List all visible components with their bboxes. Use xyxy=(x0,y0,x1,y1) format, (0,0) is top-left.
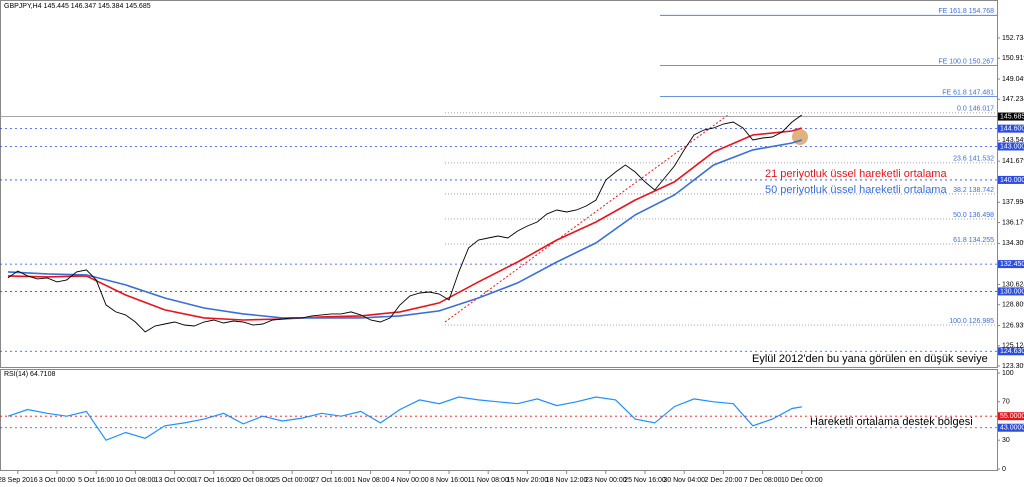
level-label: 55.0000 xyxy=(1000,413,1024,420)
y-tick-label: 149.049 xyxy=(1002,76,1024,83)
x-tick-label: 10 Dec 00:00 xyxy=(781,477,823,484)
level-box xyxy=(998,423,1024,432)
x-tick-label: 13 Oct 00:00 xyxy=(155,477,195,484)
x-tick-label: 4 Nov 00:00 xyxy=(391,477,429,484)
x-tick-label: 20 Oct 08:00 xyxy=(233,477,273,484)
x-tick-label: 1 Nov 08:00 xyxy=(352,477,390,484)
level-box xyxy=(998,124,1024,133)
legend-ema50: 50 periyotluk üssel hareketli ortalama xyxy=(765,184,947,196)
level-box xyxy=(998,112,1024,121)
level-box xyxy=(998,142,1024,151)
level-label: 124.630 xyxy=(1000,348,1024,355)
level-box xyxy=(998,175,1024,184)
y-tick-label: 150.919 xyxy=(1002,55,1024,62)
fibo-label: FE 161.8 154.768 xyxy=(938,8,994,15)
y-tick-label: 130.624 xyxy=(1002,281,1024,288)
header: GBPJPY,H4 145.445 146.347 145.384 145.68… xyxy=(4,3,151,10)
x-tick-label: 15 Nov 20:00 xyxy=(507,477,549,484)
level-label: 140.000 xyxy=(1000,177,1024,184)
trend-line xyxy=(444,114,729,323)
y-tick-label: 134.309 xyxy=(1002,240,1024,247)
y-tick-label: 125.124 xyxy=(1002,343,1024,350)
y-tick-label: 152.734 xyxy=(1002,35,1024,42)
x-tick-label: 25 Oct 00:00 xyxy=(272,477,312,484)
annotation: Eylül 2012'den bu yana görülen en düşük … xyxy=(752,353,988,365)
x-tick-label: 18 Nov 12:00 xyxy=(546,477,588,484)
x-tick-label: 17 Oct 16:00 xyxy=(194,477,234,484)
fibo-label: FE 100.0 150.267 xyxy=(938,58,994,65)
fibo-label: FE 61.8 147.481 xyxy=(942,89,994,96)
legend-ema21: 21 periyotluk üssel hareketli ortalama xyxy=(765,168,947,180)
x-tick-label: 30 Nov 04:00 xyxy=(663,477,705,484)
level-label: 143.000 xyxy=(1000,143,1024,150)
fibo-label: 50.0 136.498 xyxy=(953,212,994,219)
y-tick-label: 100 xyxy=(1002,370,1014,377)
level-box xyxy=(998,412,1024,421)
x-tick-label: 25 Nov 16:00 xyxy=(624,477,666,484)
x-tick-label: 5 Oct 16:00 xyxy=(78,477,114,484)
main-panel xyxy=(0,0,998,368)
x-tick-label: 23 Nov 00:00 xyxy=(585,477,627,484)
level-label: 43.0000 xyxy=(1000,425,1024,432)
level-box xyxy=(998,287,1024,296)
y-tick-label: 137.994 xyxy=(1002,199,1024,206)
level-label: 144.600 xyxy=(1000,125,1024,132)
fibo-label: 38.2 138.742 xyxy=(953,187,994,194)
annotation: Hareketli ortalama destek bölgesi xyxy=(810,416,973,428)
y-tick-label: 126.939 xyxy=(1002,322,1024,329)
level-box xyxy=(998,347,1024,356)
price-line xyxy=(7,114,803,333)
y-tick-label: 123.309 xyxy=(1002,363,1024,370)
level-label: 145.685 xyxy=(1000,113,1024,120)
x-tick-label: 27 Oct 16:00 xyxy=(311,477,351,484)
y-tick-label: 136.179 xyxy=(1002,219,1024,226)
x-tick-label: 28 Sep 2016 xyxy=(0,477,38,484)
x-tick-label: 8 Nov 16:00 xyxy=(430,477,468,484)
y-tick-label: 0 xyxy=(1002,466,1006,473)
level-label: 130.000 xyxy=(1000,288,1024,295)
level-label: 132.450 xyxy=(1000,261,1024,268)
level-box xyxy=(998,260,1024,269)
rsi-title: RSI(14) 64.7108 xyxy=(4,371,55,378)
ema-line xyxy=(7,139,803,319)
ema-line xyxy=(7,127,803,321)
x-tick-label: 11 Nov 08:00 xyxy=(468,477,509,484)
fibo-label: 100.0 126.985 xyxy=(949,318,994,325)
x-tick-label: 3 Oct 00:00 xyxy=(39,477,75,484)
y-tick-label: 128.809 xyxy=(1002,302,1024,309)
y-tick-label: 147.234 xyxy=(1002,96,1024,103)
y-tick-label: 143.549 xyxy=(1002,137,1024,144)
fibo-label: 23.6 141.532 xyxy=(953,156,994,163)
y-tick-label: 30 xyxy=(1002,437,1010,444)
rsi-panel xyxy=(0,369,998,471)
y-tick-label: 70 xyxy=(1002,399,1010,406)
x-tick-label: 10 Oct 08:00 xyxy=(115,477,155,484)
x-tick-label: 2 Dec 20:00 xyxy=(705,477,743,484)
fibo-label: 61.8 134.255 xyxy=(953,237,994,244)
fibo-label: 0.0 146.017 xyxy=(957,106,994,113)
rsi-line xyxy=(7,396,802,441)
x-tick-label: 7 Dec 08:00 xyxy=(744,477,782,484)
y-tick-label: 141.679 xyxy=(1002,158,1024,165)
